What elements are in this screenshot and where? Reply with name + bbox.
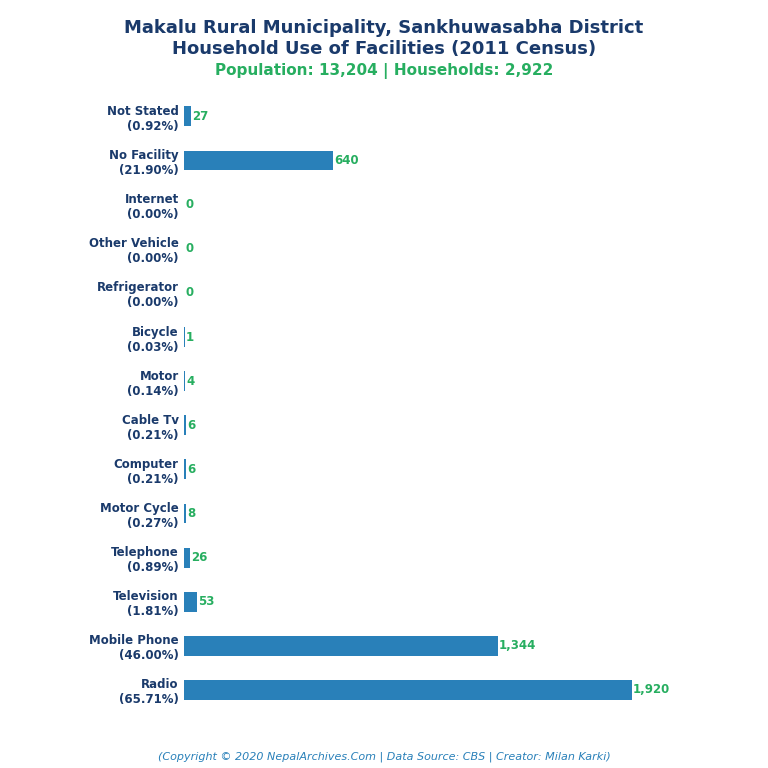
Text: 640: 640: [335, 154, 359, 167]
Bar: [184, 371, 185, 391]
Text: 27: 27: [192, 110, 208, 123]
Bar: [184, 636, 498, 656]
Text: 8: 8: [187, 507, 196, 520]
Text: 0: 0: [186, 286, 194, 300]
Text: 1: 1: [186, 330, 194, 343]
Bar: [184, 107, 190, 126]
Text: 1,344: 1,344: [498, 640, 536, 652]
Bar: [184, 592, 197, 611]
Text: 0: 0: [186, 198, 194, 211]
Bar: [184, 459, 186, 479]
Text: 53: 53: [198, 595, 214, 608]
Text: Population: 13,204 | Households: 2,922: Population: 13,204 | Households: 2,922: [215, 63, 553, 79]
Text: 26: 26: [191, 551, 208, 564]
Text: (Copyright © 2020 NepalArchives.Com | Data Source: CBS | Creator: Milan Karki): (Copyright © 2020 NepalArchives.Com | Da…: [157, 751, 611, 762]
Bar: [184, 548, 190, 568]
Bar: [184, 504, 186, 524]
Text: 1,920: 1,920: [633, 684, 670, 697]
Text: 6: 6: [187, 419, 195, 432]
Bar: [184, 151, 333, 170]
Text: 4: 4: [187, 375, 194, 388]
Text: Makalu Rural Municipality, Sankhuwasabha District: Makalu Rural Municipality, Sankhuwasabha…: [124, 19, 644, 37]
Text: 0: 0: [186, 242, 194, 255]
Bar: [184, 415, 186, 435]
Text: 6: 6: [187, 463, 195, 476]
Text: Household Use of Facilities (2011 Census): Household Use of Facilities (2011 Census…: [172, 40, 596, 58]
Bar: [184, 680, 632, 700]
